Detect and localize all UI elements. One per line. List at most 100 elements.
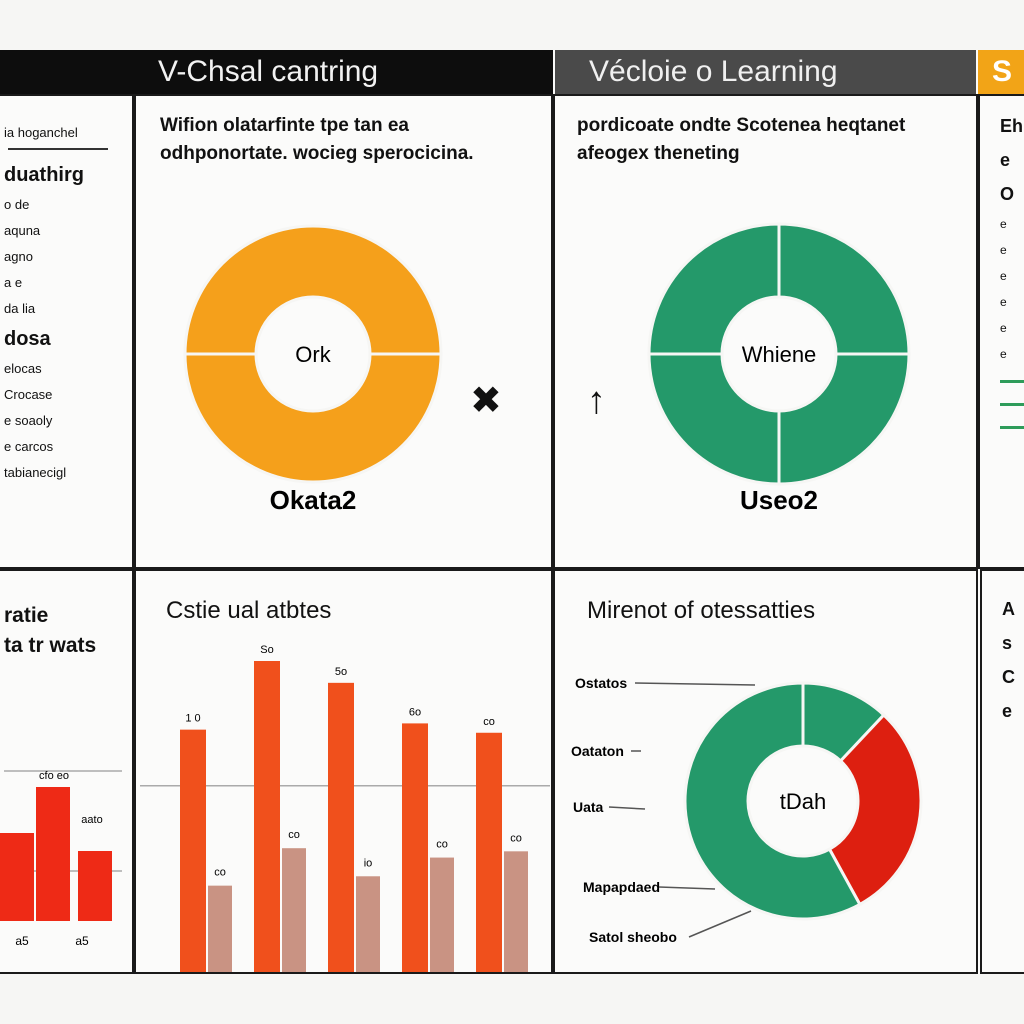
segment-donut-title: Mirenot of otessatties — [587, 597, 816, 624]
callout-line — [688, 910, 752, 938]
edge-bottom-item: e — [1002, 701, 1013, 721]
header-left-title: V-Chsal cantring — [158, 55, 379, 88]
bar-value-label: aato — [81, 814, 102, 826]
bar — [402, 723, 428, 972]
bar — [254, 661, 280, 972]
sidebar-item: dosa — [4, 328, 51, 350]
donut-slice — [183, 224, 443, 356]
donut-center-label: Whiene — [742, 342, 817, 367]
bar — [208, 885, 232, 972]
sidebar-item: e soaoly — [4, 413, 53, 428]
sidebar-divider — [8, 148, 108, 150]
donut-caption: Okata2 — [270, 485, 357, 515]
bar — [430, 857, 454, 972]
bar — [356, 876, 380, 972]
donut-slice — [827, 712, 923, 907]
callout-line — [608, 806, 646, 810]
bar-value-label: co — [436, 839, 448, 851]
donut-center-label: Ork — [295, 342, 331, 367]
bar-chart-title: Cstie ual atbtes — [166, 597, 332, 624]
bar-value-label: co — [214, 867, 226, 879]
orange-panel-subtitle: Wifion olatarfinte tpe tan ea odhponorta… — [160, 115, 474, 164]
edge-bottom-item: s — [1002, 633, 1013, 653]
left-sidebar-list: ia hoganchel duathirg o de aquna agno a e da l… — [4, 126, 128, 492]
donut-slice — [647, 222, 781, 356]
bar-chart: 1 0 co So co 5o io 6o co co co — [140, 644, 550, 972]
donut-slice — [777, 352, 911, 486]
header-right-title: Vécloie o Learning — [589, 55, 838, 88]
left-bars-title-line: ratie — [4, 604, 49, 627]
bar-value-label: co — [483, 716, 495, 728]
edge-item: e — [1000, 347, 1007, 361]
header-right: Vécloie o Learning — [555, 50, 976, 94]
header-edge-title: S — [992, 55, 1013, 88]
bar-chart-panel: Cstie ual atbtes 1 0 co So co 5o io 6o co co co — [134, 569, 553, 974]
sidebar-item: a e — [4, 275, 23, 290]
up-arrow-icon[interactable]: ↑ — [587, 380, 606, 422]
sidebar-item: e carcos — [4, 439, 54, 454]
donut-slice — [777, 222, 911, 356]
edge-item: Eh — [1000, 116, 1024, 136]
edge-rule — [1000, 380, 1024, 383]
left-sidebar-panel: ia hoganchel duathirg o de aquna agno a e da l… — [0, 94, 134, 569]
edge-rule — [1000, 426, 1024, 429]
callout-line — [634, 682, 756, 686]
orange-donut-panel: Wifion olatarfinte tpe tan ea odhponorta… — [134, 94, 553, 569]
donut-slice — [183, 352, 443, 484]
green-panel-subtitle: pordicoate ondte Scotenea heqtanet afeog… — [577, 115, 906, 164]
edge-item: e — [1000, 295, 1007, 309]
bar-value-label: 6o — [409, 706, 421, 718]
bar — [78, 851, 112, 921]
bar-value-label: cfo eo — [39, 770, 69, 782]
bar-value-label: co — [288, 829, 300, 841]
edge-item: e — [1000, 269, 1007, 283]
bar — [282, 848, 306, 972]
sidebar-item: Crocase — [4, 387, 53, 402]
callout-line — [658, 886, 716, 890]
edge-item: O — [1000, 184, 1015, 204]
sidebar-item: da lia — [4, 301, 36, 316]
callout-label: Oataton — [571, 743, 624, 759]
bar-value-label: io — [364, 857, 373, 869]
callout-label: Ostatos — [575, 675, 627, 691]
bar — [504, 851, 528, 972]
bar — [476, 732, 502, 972]
left-bars-title: ratie ta tr wats — [4, 601, 96, 661]
callout-label: Mapapdaed — [583, 879, 660, 895]
donut-slice — [647, 352, 781, 486]
edge-item: e — [1000, 243, 1007, 257]
bar — [36, 787, 70, 921]
header-edge: S — [978, 50, 1024, 94]
bar — [180, 729, 206, 972]
sidebar-item: o de — [4, 197, 30, 212]
edge-item: e — [1000, 217, 1007, 231]
callout-label: Uata — [573, 799, 604, 815]
small-bar-chart: cfo eo aato a5 a5 — [0, 770, 122, 948]
sidebar-item: tabianecigl — [4, 465, 67, 480]
left-bars-title-line: ta tr wats — [4, 634, 97, 657]
bar-value-label: So — [260, 644, 273, 656]
left-bars-panel: ratie ta tr wats cfo eo aato a5 a5 — [0, 569, 134, 974]
x-tick-label: a5 — [15, 934, 29, 948]
edge-bottom-item: A — [1002, 599, 1015, 619]
sidebar-item: aquna — [4, 223, 41, 238]
edge-bottom-item: C — [1002, 667, 1015, 687]
sidebar-item: agno — [4, 249, 33, 264]
bar — [328, 682, 354, 972]
bar-value-label: 5o — [335, 666, 347, 678]
green-donut-panel: pordicoate ondte Scotenea heqtanet afeog… — [553, 94, 978, 569]
header-left: V-Chsal cantring — [0, 50, 553, 94]
bar-value-label: 1 0 — [185, 713, 200, 725]
edge-item: e — [1000, 321, 1007, 335]
x-tick-label: a5 — [75, 934, 89, 948]
callout-label: Satol sheobo — [589, 929, 677, 945]
donut-caption: Useo2 — [740, 485, 818, 515]
cross-arrow-icon[interactable]: ✖ — [470, 380, 502, 422]
bar-value-label: co — [510, 832, 522, 844]
edge-item: e — [1000, 150, 1011, 170]
edge-rule — [1000, 403, 1024, 406]
